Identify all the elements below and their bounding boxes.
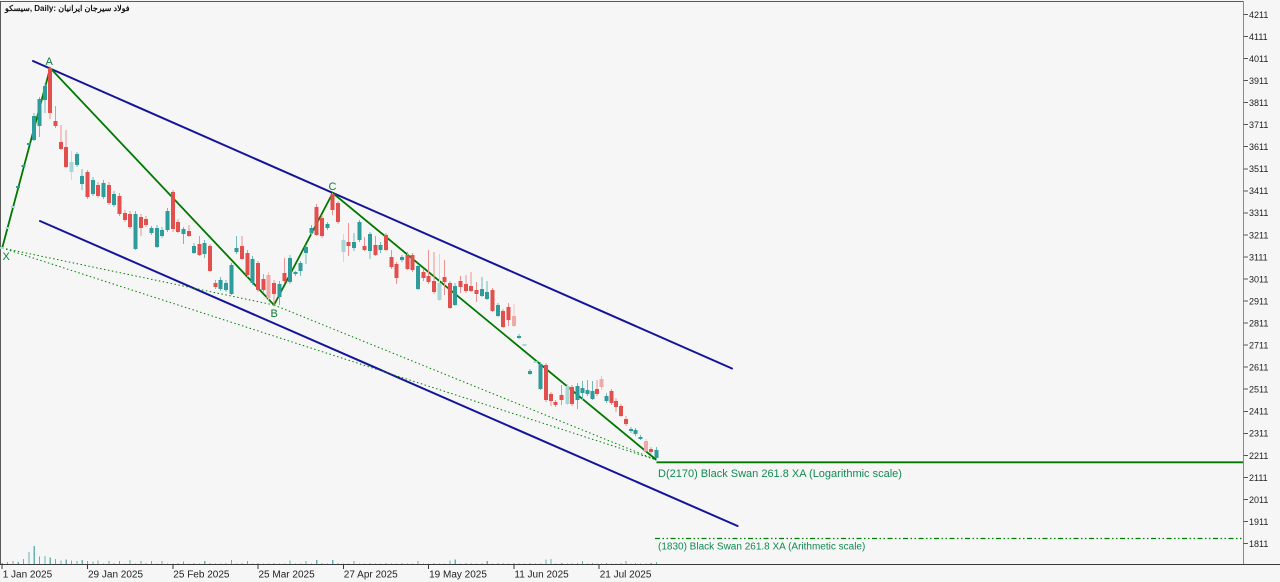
svg-text:4111: 4111 [1249, 32, 1268, 42]
svg-text:1 Jan 2025: 1 Jan 2025 [3, 570, 53, 581]
svg-text:3211: 3211 [1249, 230, 1268, 240]
svg-text:2811: 2811 [1249, 319, 1268, 329]
svg-text:29 Jan 2025: 29 Jan 2025 [88, 570, 143, 581]
svg-text:2911: 2911 [1249, 296, 1268, 306]
svg-text:3311: 3311 [1249, 208, 1268, 218]
svg-text:2011: 2011 [1249, 495, 1268, 505]
svg-text:19 May 2025: 19 May 2025 [429, 570, 487, 581]
svg-text:3011: 3011 [1249, 274, 1268, 284]
svg-text:3511: 3511 [1249, 164, 1268, 174]
svg-text:C: C [329, 181, 337, 193]
svg-text:2411: 2411 [1249, 407, 1268, 417]
svg-text:2211: 2211 [1249, 451, 1268, 461]
svg-text:1811: 1811 [1249, 539, 1268, 549]
svg-text:3811: 3811 [1249, 98, 1268, 108]
svg-text:2311: 2311 [1249, 429, 1268, 439]
svg-text:4011: 4011 [1249, 54, 1268, 64]
svg-text:A: A [46, 56, 54, 68]
svg-text:3911: 3911 [1249, 76, 1268, 86]
svg-text:1911: 1911 [1249, 517, 1268, 527]
svg-text:B: B [271, 308, 278, 320]
svg-text:(1830) Black Swan 261.8 XA (Ar: (1830) Black Swan 261.8 XA (Arithmetic s… [658, 542, 865, 553]
svg-text:11 Jun 2025: 11 Jun 2025 [514, 570, 569, 581]
svg-text:27 Apr 2025: 27 Apr 2025 [344, 570, 398, 581]
svg-text:2611: 2611 [1249, 363, 1268, 373]
svg-text:3611: 3611 [1249, 142, 1268, 152]
svg-text:21 Jul 2025: 21 Jul 2025 [600, 570, 652, 581]
svg-text:25 Feb 2025: 25 Feb 2025 [173, 570, 230, 581]
svg-text:2511: 2511 [1249, 385, 1268, 395]
svg-text:25 Mar 2025: 25 Mar 2025 [259, 570, 316, 581]
svg-text:3111: 3111 [1249, 252, 1268, 262]
svg-text:X: X [3, 251, 11, 263]
svg-text:3711: 3711 [1249, 120, 1268, 130]
svg-text:D(2170) Black Swan 261.8 XA (L: D(2170) Black Swan 261.8 XA (Logarithmic… [658, 468, 902, 480]
svg-text:4211: 4211 [1249, 10, 1268, 20]
svg-text:2111: 2111 [1249, 473, 1268, 483]
svg-text:3411: 3411 [1249, 186, 1268, 196]
svg-text:2711: 2711 [1249, 341, 1268, 351]
svg-text:سيسكو, Daily: فولاد سيرجان اي: سيسكو, Daily: فولاد سيرجان ايرانيان [4, 4, 130, 14]
